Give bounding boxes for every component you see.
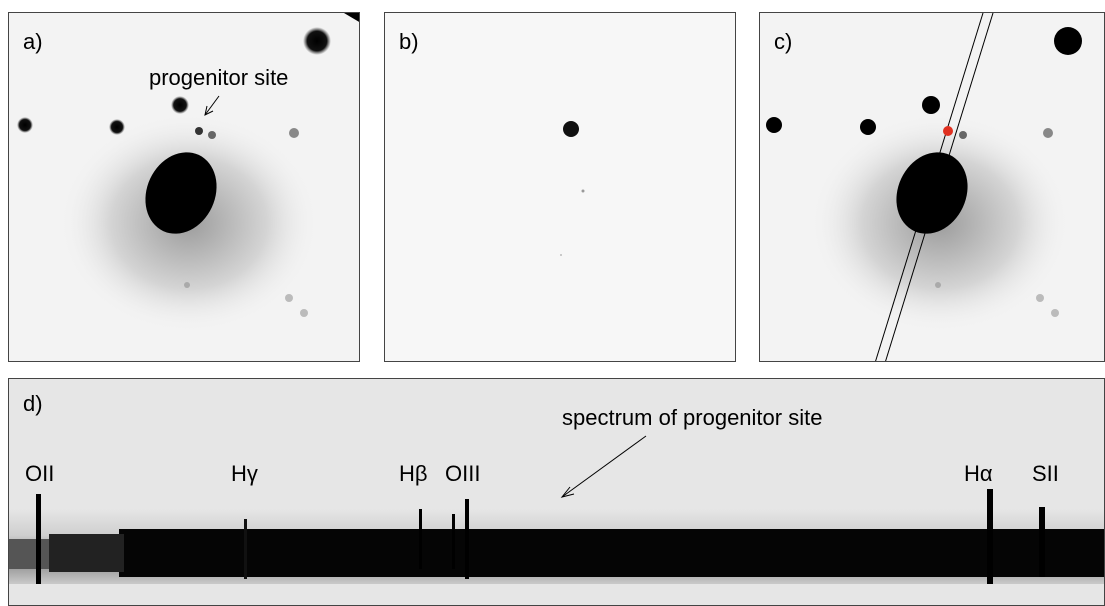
spectrum-image-d (9, 435, 1104, 584)
panel-d-label: d) (23, 391, 43, 416)
line-label-oii: OII (25, 461, 55, 486)
spectrum-annotation: spectrum of progenitor site (562, 405, 823, 430)
panel-a-label: a) (23, 29, 43, 54)
line-label-halpha: Hα (964, 461, 993, 486)
progenitor-marker (943, 126, 953, 136)
panel-c-image: c) (759, 12, 1105, 362)
panel-c-label: c) (774, 29, 793, 54)
galaxy-image-c (766, 13, 1082, 361)
panel-d-spectrum: d) spectrum of progenitor site OII Hγ Hβ… (8, 378, 1105, 606)
panel-b-label: b) (399, 29, 419, 54)
panel-b-image: b) (384, 12, 736, 362)
line-label-oiii: OIII (445, 461, 481, 486)
line-label-hgamma: Hγ (231, 461, 258, 486)
progenitor-site-annotation: progenitor site (149, 65, 289, 90)
difference-image-b (560, 121, 585, 256)
panel-a-image: a) progenitor site (8, 12, 360, 362)
line-label-hbeta: Hβ (399, 461, 428, 486)
galaxy-image-a (17, 13, 359, 333)
line-label-sii: SII (1032, 461, 1059, 486)
